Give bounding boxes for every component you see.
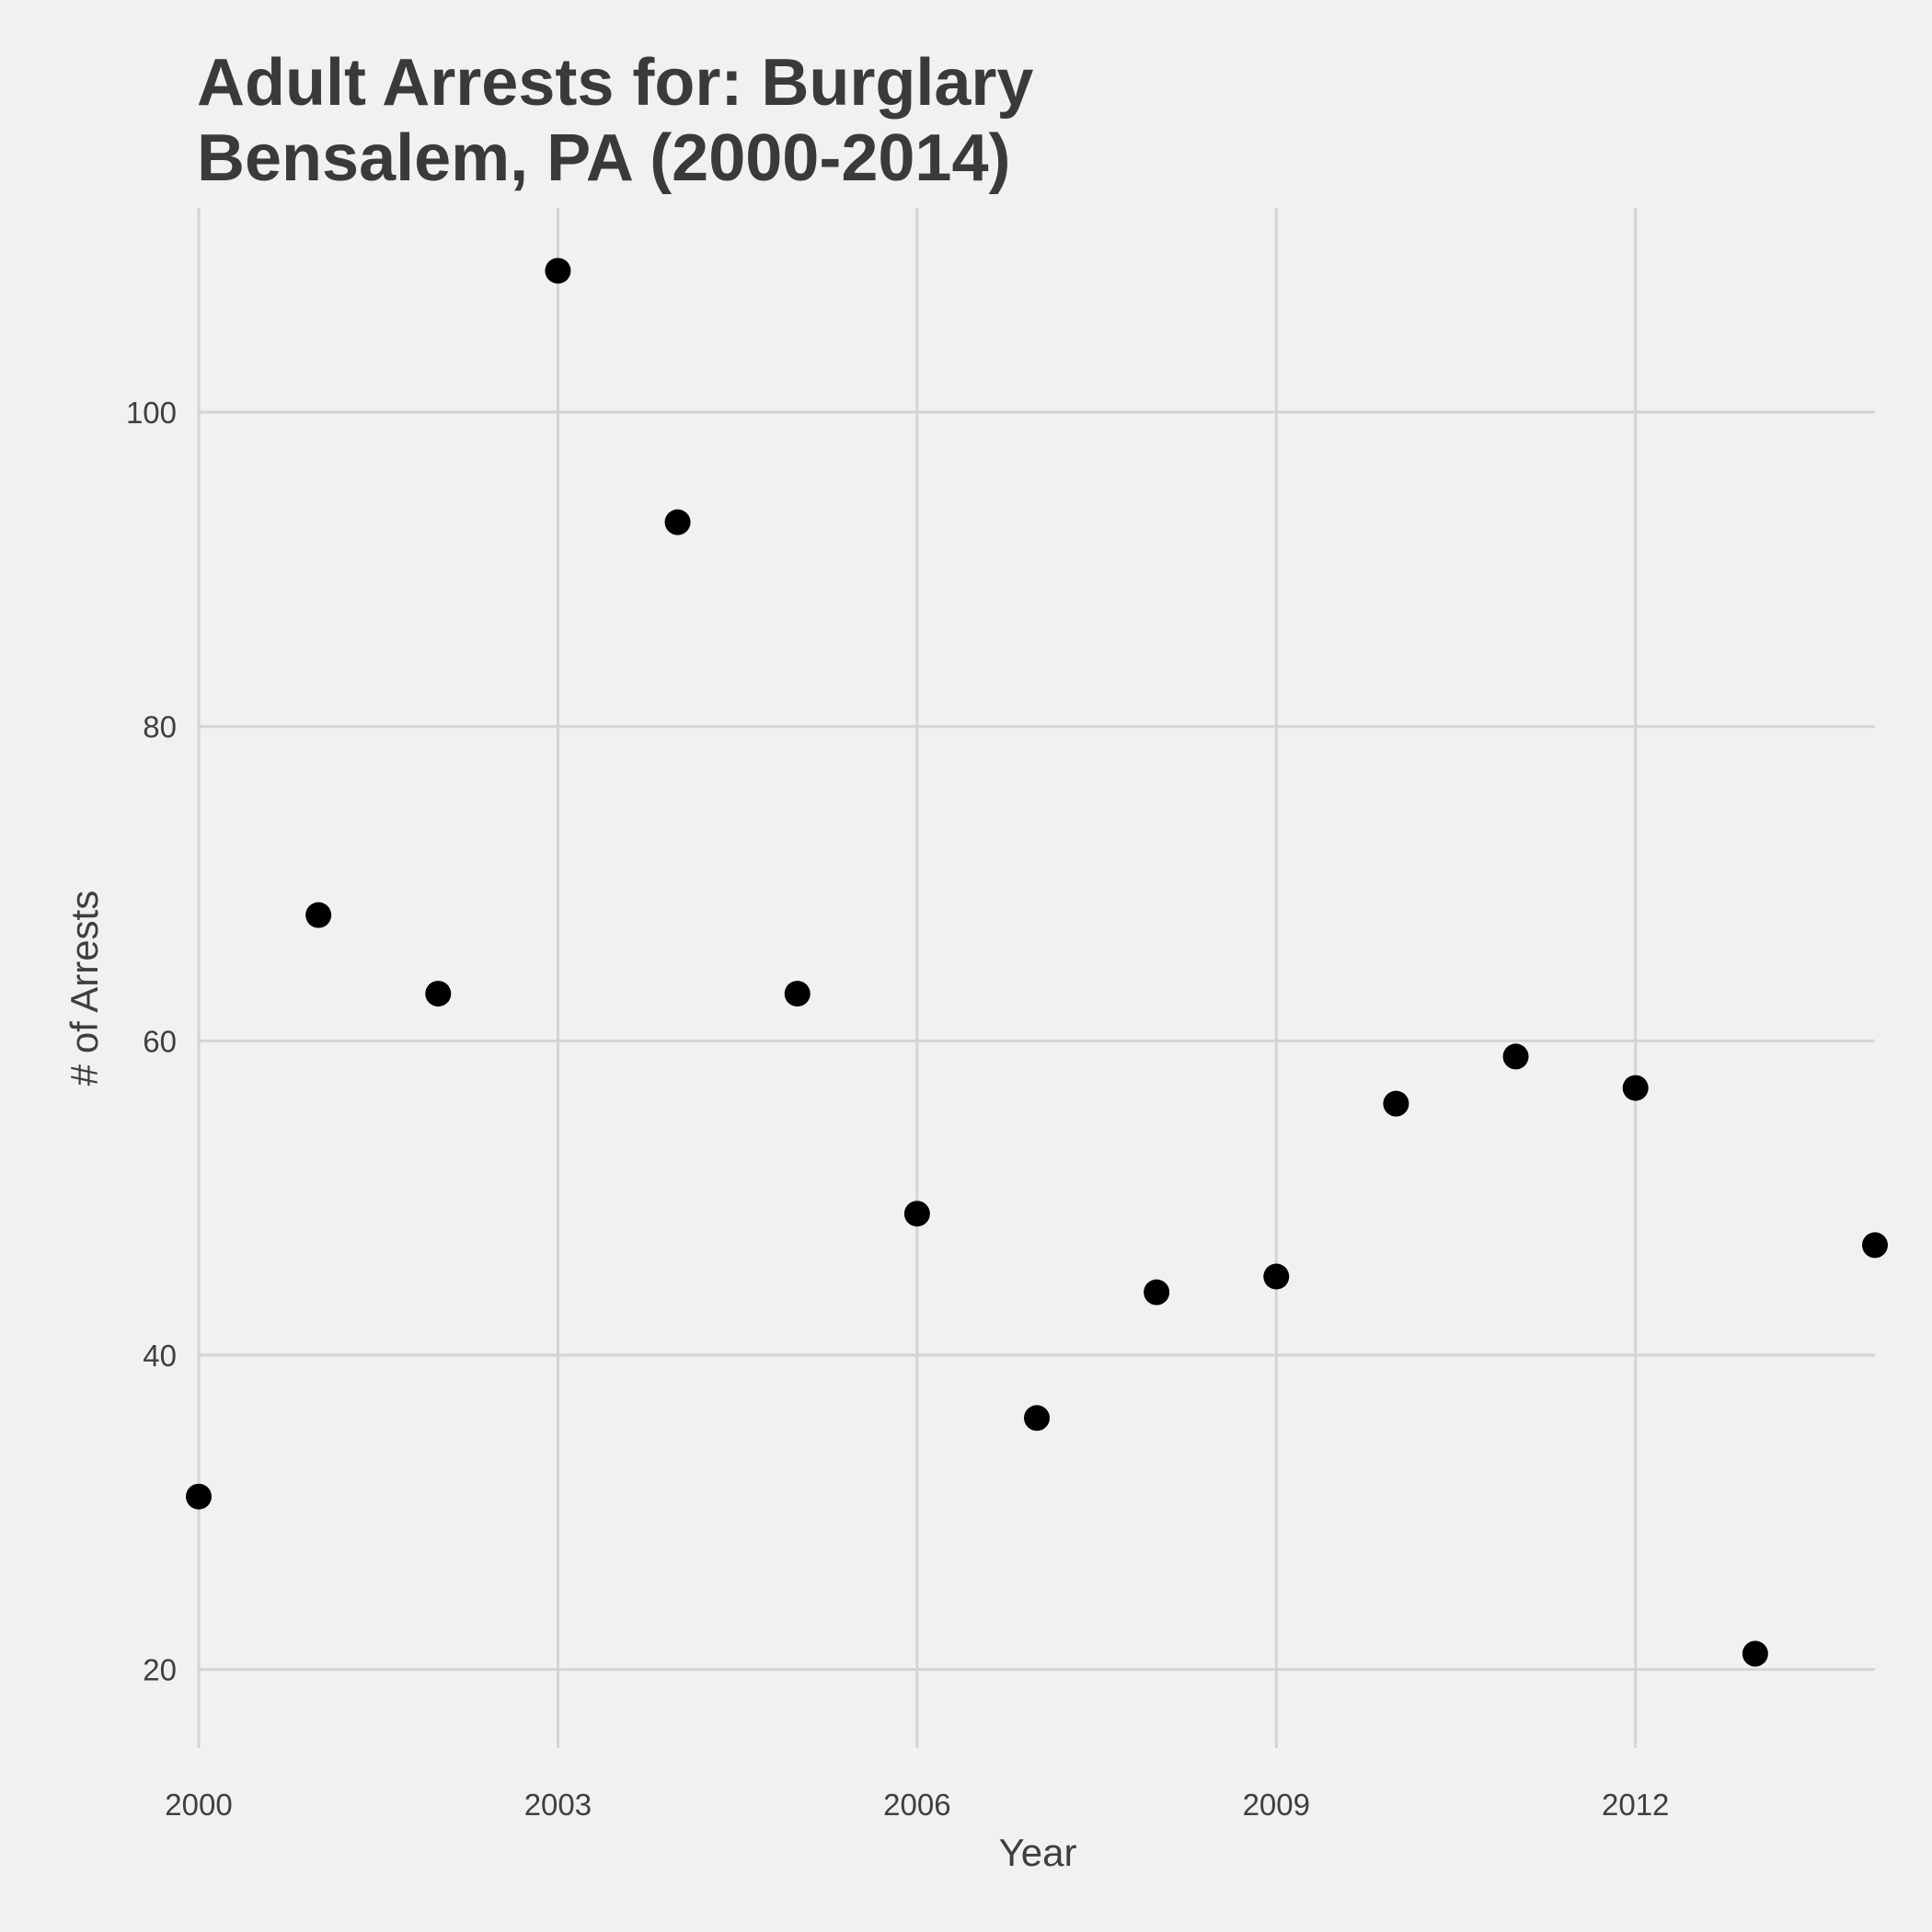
- x-tick-label: 2006: [883, 1788, 950, 1822]
- data-point: [186, 1483, 212, 1510]
- data-point: [1622, 1075, 1649, 1101]
- data-point: [1263, 1263, 1290, 1290]
- y-tick-label: 100: [126, 396, 177, 430]
- x-grid-lines: [197, 208, 1638, 1748]
- data-point: [784, 981, 811, 1007]
- data-point: [1742, 1640, 1768, 1667]
- y-tick-label: 60: [143, 1024, 177, 1058]
- data-point: [425, 981, 452, 1007]
- y-tick-labels: 20 40 60 80 100: [126, 396, 177, 1687]
- y-tick-label: 40: [143, 1339, 177, 1373]
- chart-title-line-2: Bensalem, PA (2000-2014): [197, 121, 1010, 195]
- y-tick-label: 20: [143, 1653, 177, 1687]
- data-point: [1502, 1043, 1529, 1070]
- x-tick-labels: 2000 2003 2006 2009 2012: [165, 1788, 1669, 1822]
- data-point: [305, 902, 332, 928]
- x-tick-label: 2003: [524, 1788, 592, 1822]
- y-tick-label: 80: [143, 710, 177, 744]
- y-axis-title: # of Arrests: [63, 891, 106, 1086]
- data-point: [1024, 1405, 1050, 1432]
- data-point: [1383, 1090, 1409, 1117]
- x-axis-title: Year: [999, 1831, 1077, 1874]
- data-point: [903, 1201, 930, 1227]
- data-points: [186, 258, 1888, 1667]
- chart-title-line-1: Adult Arrests for: Burglary: [197, 46, 1033, 120]
- x-tick-label: 2009: [1243, 1788, 1310, 1822]
- y-grid-lines: [199, 410, 1875, 1672]
- data-point: [664, 509, 691, 535]
- x-tick-label: 2012: [1602, 1788, 1669, 1822]
- data-point: [1144, 1279, 1170, 1305]
- data-point: [1862, 1232, 1888, 1259]
- data-point: [545, 258, 571, 284]
- x-tick-label: 2000: [165, 1788, 232, 1822]
